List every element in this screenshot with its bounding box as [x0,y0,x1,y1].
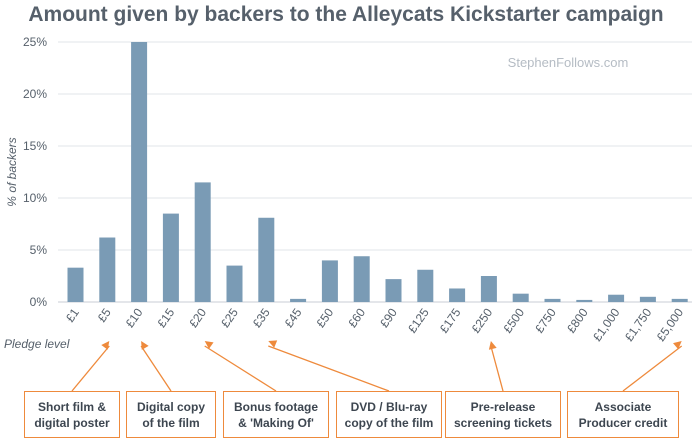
bar [449,288,466,302]
bar [576,299,593,302]
x-tick-label: £35 [250,305,273,330]
x-tick-label: £60 [345,305,368,330]
bar [544,298,561,302]
gridlines [58,41,692,303]
x-tick-label: £800 [564,305,591,335]
x-tick-label: £125 [405,305,432,335]
y-tick-label: 10% [23,191,47,205]
y-tick-label: 0% [30,295,48,309]
x-tick-label: £5,000 [654,305,687,343]
annotation-arrow [204,345,277,392]
y-axis-label: % of backers [5,137,19,206]
x-axis-ticks: £1 £5 £10 £15 £20 £25 £35 £45 £50 £60 £90 £125 £175 £… [63,305,687,343]
annotation-arrow [140,345,172,392]
y-axis-ticks: 0% 5% 10% 15% 20% 25% [23,35,47,309]
x-tick-label: £500 [500,305,527,335]
x-tick-label: £45 [282,305,305,330]
y-tick-label: 20% [23,87,47,101]
bar [194,182,211,302]
x-tick-label: £90 [377,305,400,330]
bar [480,276,497,302]
annotation-arrow [622,345,683,392]
x-tick-label: £175 [437,305,464,335]
annotation-arrow [490,345,504,392]
x-tick-label: £15 [154,305,177,330]
x-tick-label: £250 [469,305,496,335]
annotation-arrow [71,345,110,392]
y-tick-label: 5% [30,243,48,257]
bar [608,294,625,302]
watermark: StephenFollows.com [508,55,629,70]
bar [321,260,338,302]
annotation-arrow [268,345,390,392]
annotation-arrowhead [673,341,682,350]
x-tick-label: £25 [218,305,241,330]
bar [162,213,179,302]
y-tick-label: 15% [23,139,47,153]
annotation-box: Digital copy of the film [126,391,216,438]
chart-title: Amount given by backers to the Alleycats… [28,3,663,26]
bar [417,269,434,302]
y-tick-label: 25% [23,35,47,49]
x-tick-label: £50 [313,305,336,330]
bars [67,42,688,302]
bar [131,42,148,302]
x-tick-label: £1,000 [590,305,623,343]
annotation-box: Bonus footage & 'Making Of' [223,391,329,438]
annotation-arrowhead [204,341,214,349]
bar [258,217,275,302]
bar [385,279,402,302]
x-tick-label: £5 [95,305,114,324]
annotation-arrowhead [141,341,149,350]
bar [512,293,529,302]
annotation-box: Pre-release screening tickets [445,391,561,438]
annotation-arrowhead [268,340,278,348]
annotation-arrowhead [488,341,497,350]
bar [290,298,307,302]
bar [353,256,370,302]
bar [67,267,84,302]
bar [639,296,656,302]
annotation-box: Short film & digital poster [24,391,120,438]
bar [226,265,243,302]
annotation-box: DVD / Blu-ray copy of the film [336,391,442,438]
x-axis-label: Pledge level [4,337,70,351]
x-tick-label: £1,750 [622,305,655,343]
x-tick-label: £20 [186,305,209,330]
x-tick-label: £750 [532,305,559,335]
bar [671,298,688,302]
bar [99,237,116,302]
annotation-box: Associate Producer credit [567,391,679,438]
annotation-arrows [71,340,683,392]
x-tick-label: £10 [123,305,146,330]
annotation-arrowhead [101,341,110,350]
x-tick-label: £1 [63,305,82,324]
